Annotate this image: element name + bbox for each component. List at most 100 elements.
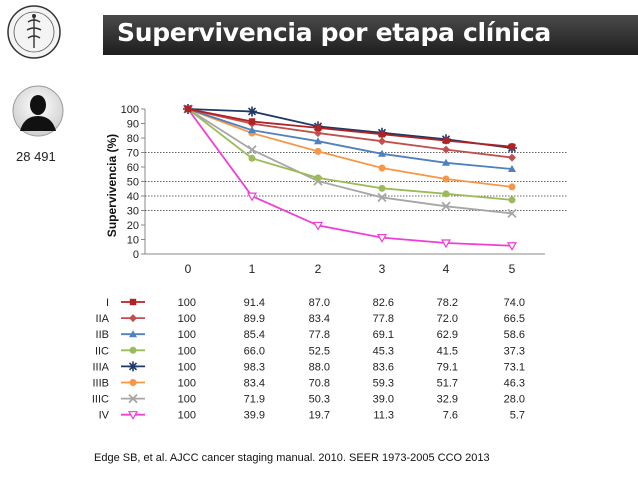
data-point-iib (248, 126, 256, 134)
data-point-iic (248, 154, 256, 162)
person-avatar-icon (12, 85, 64, 137)
title-bar (103, 15, 638, 55)
slide-title: Supervivencia por etapa clínica (117, 18, 551, 47)
table-value: 100 (178, 297, 196, 309)
data-point-iic (442, 190, 450, 198)
y-tick-label: 30 (127, 206, 139, 218)
data-point-iiic (507, 208, 517, 219)
table-value: 100 (178, 378, 196, 390)
table-value: 87.0 (309, 297, 330, 309)
y-tick-label: 70 (127, 148, 139, 160)
data-point-iv (246, 192, 258, 202)
table-value: 82.6 (373, 297, 394, 309)
data-point-iic (508, 196, 516, 204)
data-point-i (248, 118, 256, 125)
legend-stage-label: IIC (95, 345, 109, 357)
legend-swatch-marker (127, 411, 139, 420)
legend-swatch-marker (128, 393, 138, 404)
data-point-iv (376, 234, 388, 243)
table-value: 74.0 (504, 297, 525, 309)
data-point-iiic (441, 201, 451, 211)
table-value: 66.5 (504, 313, 525, 325)
data-point-iiic (377, 192, 387, 203)
table-value: 39.0 (373, 394, 394, 406)
table-value: 83.6 (373, 361, 394, 373)
data-point-i (508, 143, 516, 150)
legend-swatch-marker (128, 361, 138, 372)
data-point-iv (440, 239, 452, 249)
x-tick-label: 0 (185, 262, 192, 276)
legend-stage-label: IIIC (92, 394, 109, 406)
legend-stage-label: IIIB (92, 378, 109, 390)
table-value: 28.0 (504, 394, 525, 406)
y-tick-label: 20 (127, 220, 139, 232)
table-value: 37.3 (504, 345, 525, 357)
y-axis-label: Supervivencia (%) (105, 134, 119, 237)
y-tick-label: 100 (121, 104, 139, 116)
data-point-iiia (247, 106, 257, 117)
table-value: 45.3 (373, 345, 394, 357)
legend-stage-label: IIB (96, 329, 109, 341)
legend-swatch-marker (129, 298, 137, 306)
table-value: 100 (178, 313, 196, 325)
data-point-iv (312, 221, 324, 231)
series-line-iib (187, 108, 513, 170)
table-value: 51.7 (437, 378, 458, 390)
data-point-i (442, 137, 450, 144)
data-point-i (314, 124, 322, 132)
table-value: 5.7 (510, 410, 525, 422)
x-tick-label: 5 (509, 262, 516, 276)
table-value: 77.8 (309, 329, 330, 341)
data-point-iib (378, 149, 386, 157)
data-point-iib (508, 165, 516, 173)
y-tick-label: 10 (127, 235, 139, 247)
legend-stage-label: IV (99, 410, 110, 422)
table-value: 69.1 (373, 329, 394, 341)
table-value: 79.1 (437, 361, 458, 373)
table-value: 59.3 (373, 378, 394, 390)
table-value: 73.1 (504, 361, 525, 373)
data-point-iiib (508, 183, 516, 191)
x-tick-label: 2 (315, 262, 322, 276)
table-value: 19.7 (309, 410, 330, 422)
data-point-iiib (378, 164, 386, 172)
series-line-iiic (187, 108, 513, 215)
series-line-iia (187, 108, 513, 159)
data-point-iia (442, 145, 450, 154)
y-tick-label: 50 (127, 177, 139, 189)
data-point-iiic (247, 145, 257, 155)
table-value: 66.0 (244, 345, 265, 357)
data-point-i (378, 131, 386, 138)
table-value: 83.4 (309, 313, 330, 325)
table-value: 100 (178, 329, 196, 341)
table-value: 100 (178, 394, 196, 406)
table-value: 100 (178, 345, 196, 357)
data-point-iiib (442, 175, 450, 183)
data-point-iic (314, 174, 322, 182)
table-value: 91.4 (244, 297, 265, 309)
table-value: 32.9 (437, 394, 458, 406)
table-value: 83.4 (244, 378, 265, 390)
table-value: 77.8 (373, 313, 394, 325)
citation: Edge SB, et al. AJCC cancer staging manu… (94, 452, 490, 464)
table-value: 7.6 (443, 410, 458, 422)
data-point-iic (378, 184, 386, 192)
data-point-iia (508, 153, 516, 162)
data-point-iia (314, 129, 322, 138)
y-tick-label: 0 (133, 249, 139, 261)
legend-stage-label: IIIA (92, 361, 109, 373)
table-value: 88.0 (309, 361, 330, 373)
data-point-i (184, 105, 192, 113)
table-value: 85.4 (244, 329, 265, 341)
legend-stage-label: IIA (96, 313, 110, 325)
patient-count: 28 491 (16, 149, 56, 164)
table-value: 70.8 (309, 378, 330, 390)
data-point-iiib (314, 147, 322, 155)
table-value: 58.6 (504, 329, 525, 341)
table-value: 72.0 (437, 313, 458, 325)
data-point-iib (314, 137, 322, 145)
y-tick-label: 80 (127, 133, 139, 145)
series-line-iiib (187, 108, 513, 188)
table-value: 100 (178, 410, 196, 422)
